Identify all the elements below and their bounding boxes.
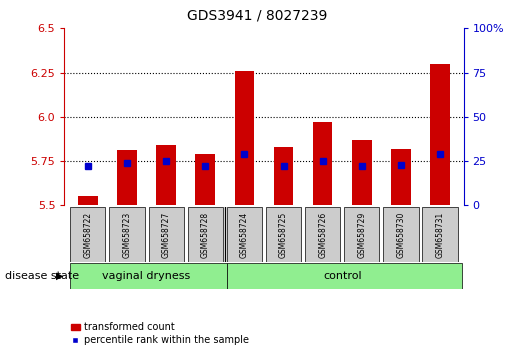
Bar (148, 207, 184, 262)
Bar (157, 145, 176, 205)
Bar (70, 207, 106, 262)
Bar (313, 122, 332, 205)
Text: GSM658727: GSM658727 (162, 211, 170, 258)
Bar (227, 207, 262, 262)
Text: GDS3941 / 8027239: GDS3941 / 8027239 (187, 9, 328, 23)
Bar (227, 263, 461, 289)
Bar (109, 207, 145, 262)
Text: GSM658724: GSM658724 (240, 211, 249, 258)
Text: GSM658729: GSM658729 (357, 211, 366, 258)
Text: GSM658722: GSM658722 (83, 211, 92, 258)
Bar (305, 207, 340, 262)
Text: GSM658731: GSM658731 (436, 211, 444, 258)
Text: GSM658728: GSM658728 (201, 211, 210, 258)
Text: ▶: ▶ (56, 271, 63, 281)
Text: GSM658723: GSM658723 (123, 211, 131, 258)
Bar (266, 207, 301, 262)
Bar (235, 71, 254, 205)
Legend: transformed count, percentile rank within the sample: transformed count, percentile rank withi… (66, 319, 253, 349)
Bar (187, 207, 223, 262)
Bar (430, 64, 450, 205)
Text: GSM658725: GSM658725 (279, 211, 288, 258)
Bar (344, 207, 380, 262)
Bar (352, 140, 371, 205)
Text: vaginal dryness: vaginal dryness (102, 271, 191, 281)
Text: disease state: disease state (5, 271, 79, 281)
Bar (273, 147, 293, 205)
Text: control: control (323, 271, 362, 281)
Bar (383, 207, 419, 262)
Bar (422, 207, 458, 262)
Text: GSM658730: GSM658730 (397, 211, 405, 258)
Bar (78, 196, 98, 205)
Bar (391, 149, 410, 205)
Bar (196, 154, 215, 205)
Bar (117, 150, 137, 205)
Text: GSM658726: GSM658726 (318, 211, 327, 258)
Bar (70, 263, 227, 289)
